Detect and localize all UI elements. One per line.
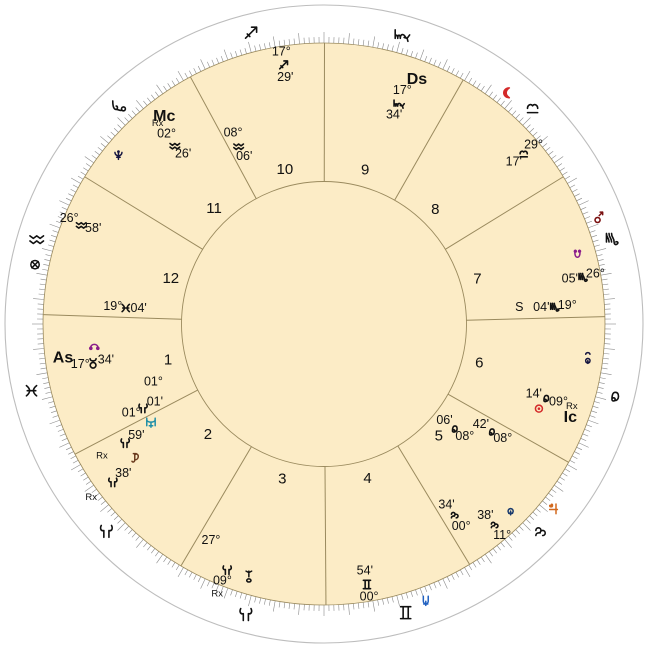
svg-text:09°: 09° (549, 395, 568, 409)
svg-text:Rx: Rx (96, 450, 108, 461)
svg-text:6: 6 (475, 355, 483, 372)
svg-text:26': 26' (175, 147, 191, 161)
svg-text:10: 10 (277, 161, 294, 178)
svg-text:4: 4 (363, 470, 371, 487)
svg-text:59': 59' (128, 428, 144, 442)
svg-text:11°: 11° (493, 528, 511, 542)
svg-text:00°: 00° (360, 589, 379, 603)
svg-text:27°: 27° (202, 533, 221, 547)
svg-text:9: 9 (361, 161, 369, 178)
svg-text:34': 34' (98, 353, 114, 367)
svg-text:06': 06' (436, 413, 452, 427)
svg-text:38': 38' (115, 466, 131, 480)
svg-text:02°: 02° (157, 127, 176, 141)
svg-text:S: S (515, 300, 523, 314)
svg-text:2: 2 (204, 426, 212, 443)
svg-text:17°: 17° (393, 83, 412, 97)
svg-text:19°: 19° (558, 298, 577, 312)
svg-text:08°: 08° (493, 431, 512, 445)
svg-text:7: 7 (473, 270, 481, 287)
svg-text:11: 11 (206, 200, 222, 217)
svg-text:06': 06' (236, 149, 252, 163)
svg-text:09°: 09° (213, 574, 232, 588)
svg-text:Rx: Rx (85, 492, 97, 503)
svg-text:29°: 29° (524, 137, 543, 151)
svg-text:19°: 19° (103, 299, 122, 313)
svg-text:17°: 17° (272, 44, 291, 58)
svg-text:01°: 01° (144, 374, 163, 388)
svg-text:01°: 01° (122, 405, 141, 419)
svg-text:05': 05' (562, 271, 578, 285)
svg-text:42': 42' (473, 417, 489, 431)
svg-text:17°: 17° (71, 357, 90, 371)
svg-text:14': 14' (526, 386, 542, 400)
svg-text:01': 01' (147, 394, 163, 408)
svg-text:54': 54' (357, 564, 373, 578)
svg-text:26°: 26° (586, 267, 605, 281)
svg-text:08°: 08° (224, 125, 243, 139)
svg-text:08°: 08° (455, 429, 474, 443)
svg-text:17': 17' (506, 154, 522, 168)
svg-text:29': 29' (277, 70, 293, 84)
svg-text:3: 3 (278, 470, 286, 487)
svg-text:12: 12 (162, 270, 179, 287)
svg-text:34': 34' (438, 497, 454, 511)
svg-text:04': 04' (131, 301, 147, 315)
svg-text:00°: 00° (452, 519, 471, 533)
svg-text:1: 1 (164, 352, 172, 369)
svg-text:38': 38' (477, 508, 493, 522)
svg-text:04': 04' (533, 300, 549, 314)
svg-text:34': 34' (386, 107, 402, 121)
svg-text:58': 58' (85, 221, 101, 235)
svg-text:Rx: Rx (211, 589, 223, 600)
svg-text:8: 8 (431, 201, 439, 218)
svg-text:5: 5 (435, 427, 443, 444)
